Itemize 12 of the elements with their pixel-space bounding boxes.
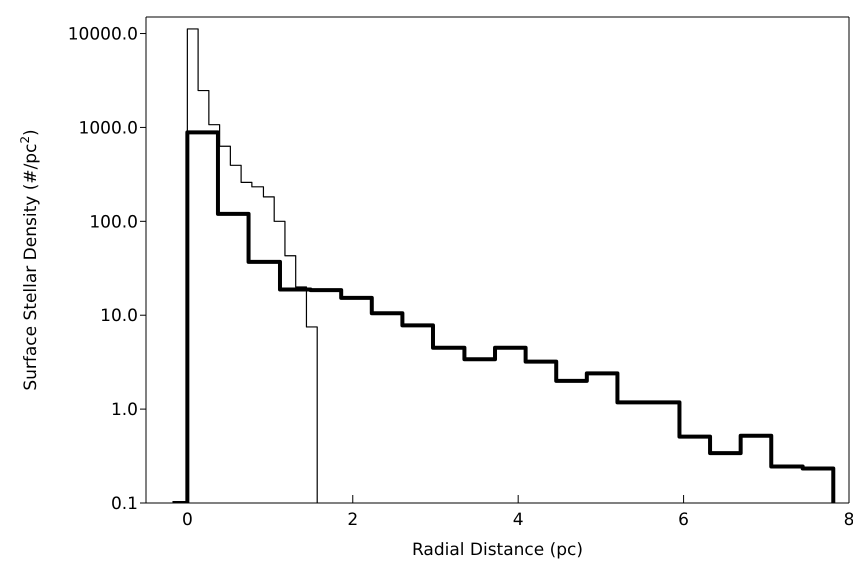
x-tick-label: 2 [347,510,358,530]
x-tick-label: 4 [512,510,524,530]
x-tick-label: 0 [182,510,193,530]
y-tick-label: 1000.0 [78,118,138,138]
y-tick-label: 1.0 [110,400,138,420]
x-tick-label: 6 [678,510,689,530]
x-tick-label: 8 [844,510,853,530]
x-axis-title: Radial Distance (pc) [412,540,584,560]
y-tick-label: 100.0 [89,212,138,232]
y-tick-label: 0.1 [110,494,138,514]
y-tick-label: 10000.0 [68,24,138,45]
y-tick-label: 10.0 [100,306,138,326]
